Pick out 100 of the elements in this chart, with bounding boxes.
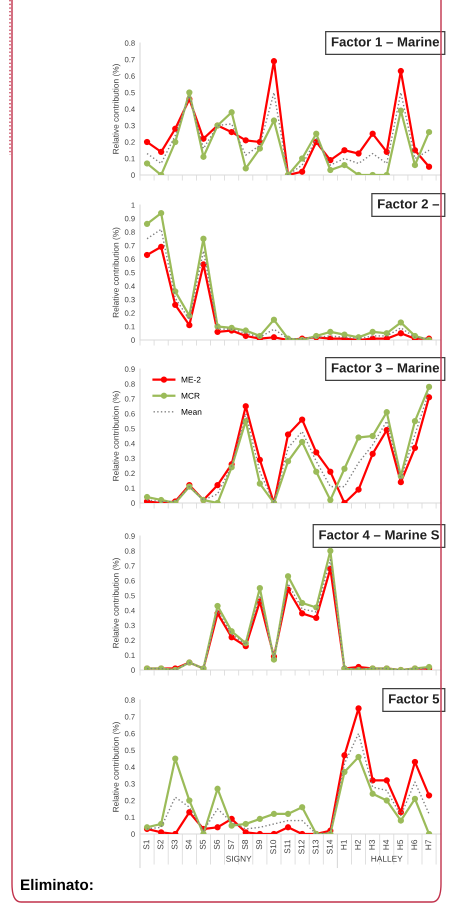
point xyxy=(284,824,292,830)
point xyxy=(341,162,348,168)
point xyxy=(355,705,362,712)
point xyxy=(158,829,164,834)
x-tick-label: S9 xyxy=(256,840,262,850)
point xyxy=(172,302,178,308)
x-tick-label: S11 xyxy=(284,840,290,854)
x-tick-label: S12 xyxy=(298,840,304,854)
point xyxy=(144,138,150,146)
legend-label: ME-2 xyxy=(182,376,201,383)
point xyxy=(327,157,334,164)
point xyxy=(398,108,404,114)
point xyxy=(313,468,320,475)
x-tick-label: H7 xyxy=(425,840,432,850)
point xyxy=(426,394,432,400)
point xyxy=(284,458,292,464)
point xyxy=(144,160,150,167)
point xyxy=(299,438,306,446)
point xyxy=(299,804,306,810)
x-tick-label: S3 xyxy=(172,840,178,850)
point xyxy=(172,138,178,146)
point xyxy=(384,777,390,784)
point xyxy=(341,331,348,338)
point xyxy=(270,316,278,323)
point xyxy=(256,456,263,463)
text: SIGNY xyxy=(226,856,252,862)
chart-title: Factor 3 – Marine xyxy=(332,362,440,373)
point xyxy=(313,130,320,137)
point xyxy=(398,817,404,824)
point xyxy=(284,810,292,818)
point xyxy=(200,154,207,160)
point xyxy=(172,288,178,295)
x-tick-label: H2 xyxy=(354,840,361,850)
point xyxy=(355,754,362,760)
point xyxy=(186,809,192,816)
point xyxy=(200,136,207,142)
point xyxy=(341,752,348,758)
text: HALLEY xyxy=(371,856,403,862)
point xyxy=(214,786,221,792)
chart-title: Factor 1 – Marine xyxy=(332,36,440,47)
point xyxy=(200,261,207,268)
point xyxy=(341,768,348,776)
x-tick-label: S8 xyxy=(242,840,248,850)
x-tick-label: S1 xyxy=(143,840,150,850)
point xyxy=(299,600,306,606)
point xyxy=(426,164,432,170)
point xyxy=(299,416,306,423)
point xyxy=(384,409,390,416)
point xyxy=(172,126,178,132)
chart-title: Factor 4 – Marine S xyxy=(319,530,439,540)
point xyxy=(384,426,390,434)
point xyxy=(270,810,278,818)
y-axis-title: Relative contribution (%) xyxy=(112,558,120,648)
point xyxy=(144,494,150,500)
point xyxy=(327,166,334,174)
x-tick-label: H5 xyxy=(397,840,404,850)
point xyxy=(299,610,306,617)
point xyxy=(158,244,164,250)
point xyxy=(242,327,249,334)
point xyxy=(412,796,418,802)
y-axis-title: Relative contribution (%) xyxy=(112,391,120,481)
point xyxy=(214,602,221,610)
point xyxy=(284,573,292,580)
point xyxy=(242,403,249,410)
point xyxy=(355,486,362,493)
point xyxy=(242,332,249,340)
point xyxy=(270,334,278,340)
point xyxy=(270,117,278,124)
point xyxy=(384,330,390,336)
point xyxy=(370,130,376,137)
point xyxy=(228,634,235,640)
text: Eliminato: xyxy=(21,878,92,890)
x-tick-label: S2 xyxy=(157,840,164,850)
point xyxy=(426,384,432,390)
point xyxy=(299,168,306,175)
point xyxy=(214,482,221,488)
point xyxy=(186,797,192,804)
y-axis-title: Relative contribution (%) xyxy=(112,228,120,318)
point xyxy=(412,162,418,168)
point xyxy=(412,418,418,424)
point xyxy=(327,328,334,336)
point xyxy=(426,792,432,799)
legend-label: MCR xyxy=(182,392,200,399)
point xyxy=(214,824,221,830)
point xyxy=(384,148,390,156)
point xyxy=(214,328,221,336)
point xyxy=(313,449,320,456)
point xyxy=(398,330,404,336)
x-tick-label: H4 xyxy=(383,840,389,850)
point xyxy=(172,756,178,762)
point xyxy=(256,816,263,822)
point xyxy=(242,820,249,828)
point xyxy=(186,89,192,96)
point xyxy=(398,319,404,326)
point xyxy=(242,137,249,144)
point xyxy=(200,236,207,242)
point xyxy=(158,210,164,216)
point xyxy=(370,432,376,440)
point xyxy=(144,252,150,258)
point xyxy=(327,548,334,554)
